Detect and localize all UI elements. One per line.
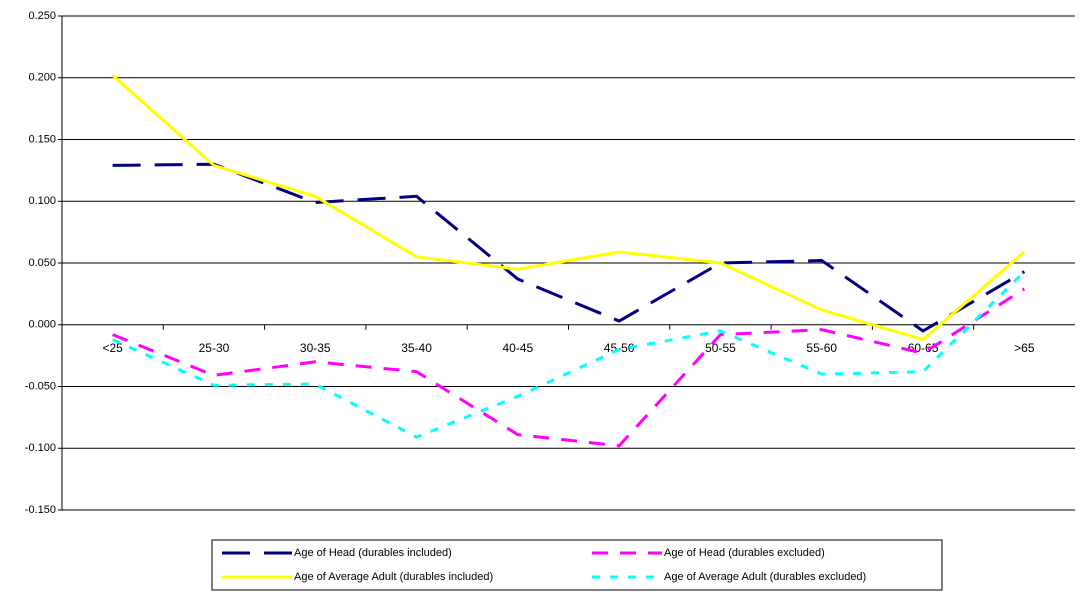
x-tick-label: 40-45 (502, 341, 533, 355)
legend-label: Age of Average Adult (durables included) (294, 571, 493, 583)
y-tick-label: 0.200 (28, 72, 56, 84)
y-tick-label: -0.050 (25, 380, 56, 392)
series-line (112, 287, 1026, 448)
legend-label: Age of Average Adult (durables excluded) (664, 571, 866, 583)
y-tick-label: 0.000 (28, 319, 56, 331)
legend-label: Age of Head (durables excluded) (664, 547, 825, 559)
x-tick-label: 50-55 (705, 341, 736, 355)
y-tick-label: 0.050 (28, 257, 56, 269)
series-line (112, 270, 1026, 439)
x-tick-label: >65 (1014, 341, 1035, 355)
y-tick-label: 0.150 (28, 133, 56, 145)
series-line (111, 74, 1026, 342)
x-tick-label: <25 (102, 341, 123, 355)
x-tick-label: 55-60 (806, 341, 837, 355)
legend-box (211, 539, 943, 591)
y-tick-label: 0.250 (28, 10, 56, 22)
x-tick-label: 35-40 (401, 341, 432, 355)
series-line (112, 162, 1026, 333)
y-tick-label: -0.100 (25, 442, 56, 454)
x-tick-label: 30-35 (300, 341, 331, 355)
y-tick-label: -0.150 (25, 504, 56, 516)
legend-label: Age of Head (durables included) (294, 547, 452, 559)
y-tick-label: 0.100 (28, 195, 56, 207)
x-tick-label: 45-50 (604, 341, 635, 355)
x-tick-label: 25-30 (199, 341, 230, 355)
